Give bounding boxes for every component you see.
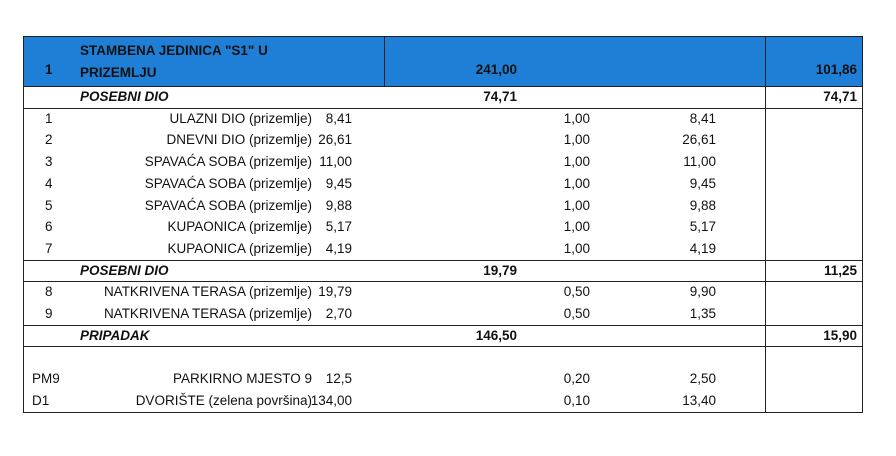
header-fill <box>23 36 862 86</box>
row-name: DNEVNI DIO (prizemlje) <box>166 132 312 148</box>
row-border <box>23 281 863 283</box>
row-number: 5 <box>45 197 53 213</box>
row-name: KUPAONICA (prizemlje) <box>167 219 312 235</box>
section-result: 15,90 <box>823 327 857 343</box>
row-border <box>23 259 863 261</box>
row-number: PM9 <box>32 371 60 387</box>
row-coef: 1,00 <box>563 110 590 126</box>
row-name: ULAZNI DIO (prizemlje) <box>169 110 312 126</box>
row-coef: 0,50 <box>563 284 590 300</box>
row-number: 3 <box>45 154 53 170</box>
row-coef: 0,10 <box>563 392 590 408</box>
column-border <box>384 36 385 86</box>
header-title: STAMBENA JEDINICA "S1" U PRIZEMLJU <box>80 43 268 80</box>
row-area: 4,19 <box>325 240 352 256</box>
section-value: 74,71 <box>483 89 517 104</box>
row-number: 7 <box>45 240 53 256</box>
row-name: SPAVAĆA SOBA (prizemlje) <box>144 197 312 213</box>
row-area: 12,5 <box>325 371 352 387</box>
row-number: 4 <box>45 175 53 191</box>
row-weighted: 11,00 <box>683 154 716 170</box>
column-border <box>765 36 766 413</box>
header-number: 1 <box>45 62 53 77</box>
row-weighted: 13,40 <box>682 392 716 408</box>
row-name: NATKRIVENA TERASA (prizemlje) <box>103 306 312 321</box>
row-weighted: 8,41 <box>689 110 716 126</box>
row-coef: 0,50 <box>563 306 590 321</box>
section-value: 19,79 <box>483 262 517 278</box>
section-label: POSEBNI DIO <box>80 89 169 104</box>
row-number: 1 <box>45 110 53 126</box>
section-result: 74,71 <box>823 89 857 104</box>
row-weighted: 9,45 <box>689 175 716 191</box>
row-number: D1 <box>32 392 50 408</box>
row-weighted: 9,90 <box>689 284 716 300</box>
row-area: 11,00 <box>319 154 352 170</box>
row-area: 8,41 <box>325 110 352 126</box>
row-border <box>23 324 863 326</box>
section-value: 146,50 <box>475 327 517 343</box>
row-area: 9,45 <box>325 175 352 191</box>
header-result: 101,86 <box>815 62 857 77</box>
section-label: PRIPADAK <box>80 327 150 343</box>
row-name: PARKIRNO MJESTO 9 <box>172 371 312 387</box>
row-number: 8 <box>45 284 53 300</box>
row-area: 134,00 <box>310 392 352 408</box>
row-name: SPAVAĆA SOBA (prizemlje) <box>144 175 312 191</box>
column-border <box>862 36 863 413</box>
row-coef: 1,00 <box>563 175 590 191</box>
row-area: 5,17 <box>325 219 352 235</box>
row-area: 9,88 <box>325 197 352 213</box>
section-result: 11,25 <box>823 262 857 278</box>
section-label: POSEBNI DIO <box>80 262 169 278</box>
row-border <box>23 346 863 348</box>
row-number: 2 <box>45 132 53 148</box>
row-area: 2,70 <box>325 306 352 321</box>
row-coef: 1,00 <box>563 154 590 170</box>
row-number: 6 <box>45 219 53 235</box>
row-border <box>23 107 863 109</box>
row-coef: 1,00 <box>563 219 590 235</box>
row-name: KUPAONICA (prizemlje) <box>167 240 312 256</box>
row-coef: 1,00 <box>563 197 590 213</box>
column-border <box>23 36 24 413</box>
row-weighted: 2,50 <box>689 371 716 387</box>
row-weighted: 4,19 <box>689 240 716 256</box>
row-name: NATKRIVENA TERASA (prizemlje) <box>103 284 312 300</box>
row-border <box>23 411 863 413</box>
row-area: 19,79 <box>318 284 352 300</box>
row-number: 9 <box>45 306 53 321</box>
row-coef: 1,00 <box>563 240 590 256</box>
row-weighted: 5,17 <box>689 219 716 235</box>
row-weighted: 9,88 <box>689 197 716 213</box>
row-name: DVORIŠTE (zelena površina) <box>135 392 312 408</box>
row-coef: 0,20 <box>563 371 590 387</box>
row-weighted: 1,35 <box>689 306 716 321</box>
row-area: 26,61 <box>318 132 352 148</box>
header-value: 241,00 <box>475 62 517 77</box>
row-weighted: 26,61 <box>682 132 716 148</box>
row-name: SPAVAĆA SOBA (prizemlje) <box>144 154 312 170</box>
row-coef: 1,00 <box>563 132 590 148</box>
row-border <box>23 86 863 87</box>
row-border <box>23 36 863 37</box>
